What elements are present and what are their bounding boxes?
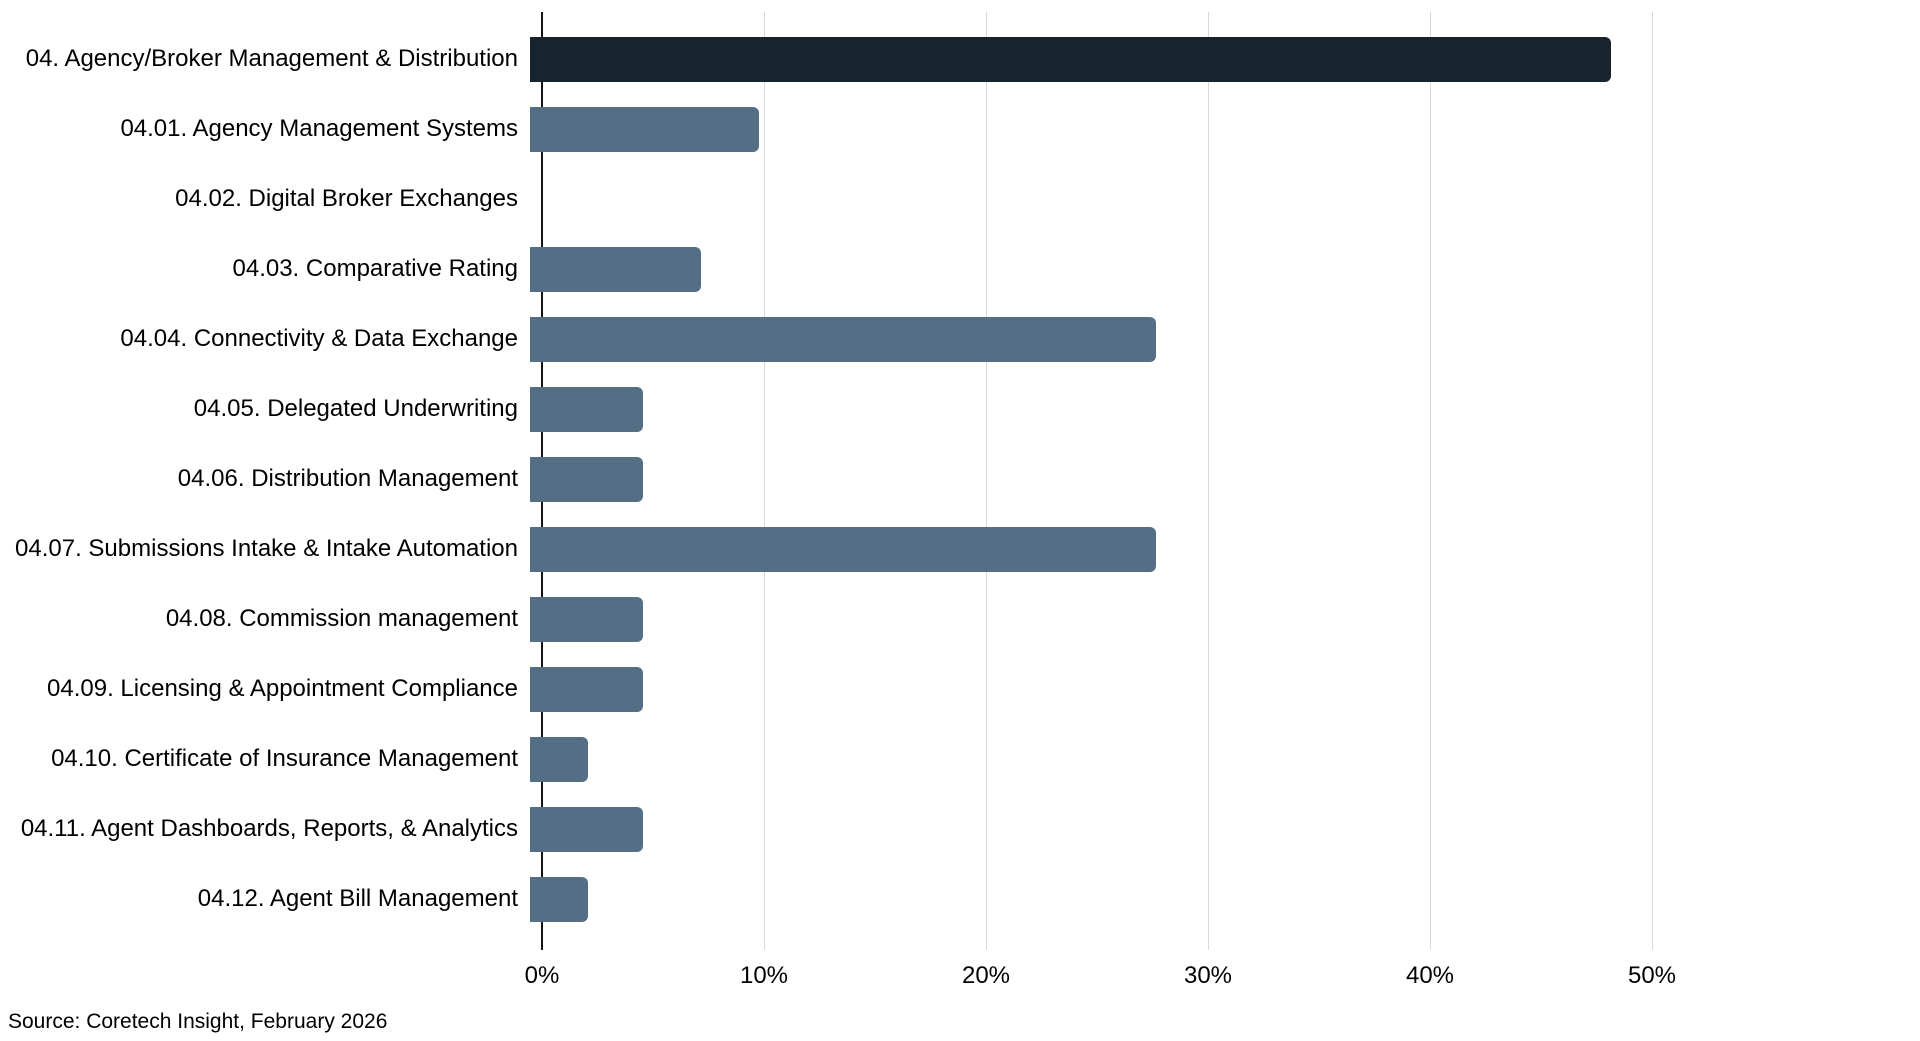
x-tick-label: 20% — [961, 962, 1011, 989]
category-label: 04.06. Distribution Management — [177, 465, 518, 493]
bar — [530, 876, 588, 922]
bar-track — [530, 526, 1908, 572]
category-label: 04.09. Licensing & Appointment Complianc… — [47, 675, 518, 703]
gridline — [986, 12, 987, 950]
chart-row: 04. Agency/Broker Management & Distribut… — [0, 24, 1920, 94]
bar-rows: 04. Agency/Broker Management & Distribut… — [0, 24, 1920, 934]
bar — [530, 386, 644, 432]
bar — [530, 106, 759, 152]
category-label: 04.04. Connectivity & Data Exchange — [120, 325, 518, 353]
bar-track — [530, 666, 1908, 712]
chart-row: 04.01. Agency Management Systems — [0, 94, 1920, 164]
bar-track — [530, 596, 1908, 642]
bar — [530, 596, 644, 642]
x-tick-label: 50% — [1627, 962, 1677, 989]
chart-row: 04.05. Delegated Underwriting — [0, 374, 1920, 444]
category-label: 04.10. Certificate of Insurance Manageme… — [51, 745, 518, 773]
bar — [530, 736, 588, 782]
chart-row: 04.09. Licensing & Appointment Complianc… — [0, 654, 1920, 724]
x-tick-label: 30% — [1183, 962, 1233, 989]
chart-row: 04.02. Digital Broker Exchanges — [0, 164, 1920, 234]
bar-track — [530, 36, 1908, 82]
plot-area: 04. Agency/Broker Management & Distribut… — [0, 12, 1920, 950]
x-axis-tick-labels: 0% 10% 20% 30% 40% 50% — [0, 962, 1920, 996]
category-label: 04. Agency/Broker Management & Distribut… — [25, 45, 518, 73]
chart-row: 04.06. Distribution Management — [0, 444, 1920, 514]
gridline — [1652, 12, 1653, 950]
category-label: 04.12. Agent Bill Management — [197, 885, 518, 913]
chart-row: 04.04. Connectivity & Data Exchange — [0, 304, 1920, 374]
gridline — [764, 12, 765, 950]
bar-track — [530, 386, 1908, 432]
bar-track — [530, 456, 1908, 502]
bar — [530, 246, 701, 292]
bar-track — [530, 876, 1908, 922]
category-label: 04.07. Submissions Intake & Intake Autom… — [15, 535, 518, 563]
bar-track — [530, 806, 1908, 852]
category-label: 04.08. Commission management — [165, 605, 518, 633]
bar — [530, 666, 644, 712]
chart-row: 04.03. Comparative Rating — [0, 234, 1920, 304]
bar-track — [530, 736, 1908, 782]
x-tick-label: 0% — [524, 962, 560, 989]
bar-track — [530, 106, 1908, 152]
category-label: 04.02. Digital Broker Exchanges — [175, 185, 518, 213]
gridline — [1430, 12, 1431, 950]
category-label: 04.05. Delegated Underwriting — [193, 395, 518, 423]
bar — [530, 36, 1612, 82]
category-label: 04.01. Agency Management Systems — [120, 115, 518, 143]
chart-row: 04.07. Submissions Intake & Intake Autom… — [0, 514, 1920, 584]
bar-track — [530, 177, 1908, 222]
chart-row: 04.08. Commission management — [0, 584, 1920, 654]
source-note: Source: Coretech Insight, February 2026 — [8, 1010, 388, 1033]
chart-row: 04.12. Agent Bill Management — [0, 864, 1920, 934]
bar — [530, 456, 644, 502]
chart-row: 04.10. Certificate of Insurance Manageme… — [0, 724, 1920, 794]
gridline — [1208, 12, 1209, 950]
bar-track — [530, 246, 1908, 292]
x-tick-label: 40% — [1405, 962, 1455, 989]
bar — [530, 316, 1157, 362]
bar — [530, 526, 1157, 572]
bar — [530, 806, 644, 852]
category-label: 04.11. Agent Dashboards, Reports, & Anal… — [20, 815, 518, 843]
bar-track — [530, 316, 1908, 362]
x-tick-label: 10% — [739, 962, 789, 989]
category-label: 04.03. Comparative Rating — [232, 255, 519, 283]
chart-row: 04.11. Agent Dashboards, Reports, & Anal… — [0, 794, 1920, 864]
